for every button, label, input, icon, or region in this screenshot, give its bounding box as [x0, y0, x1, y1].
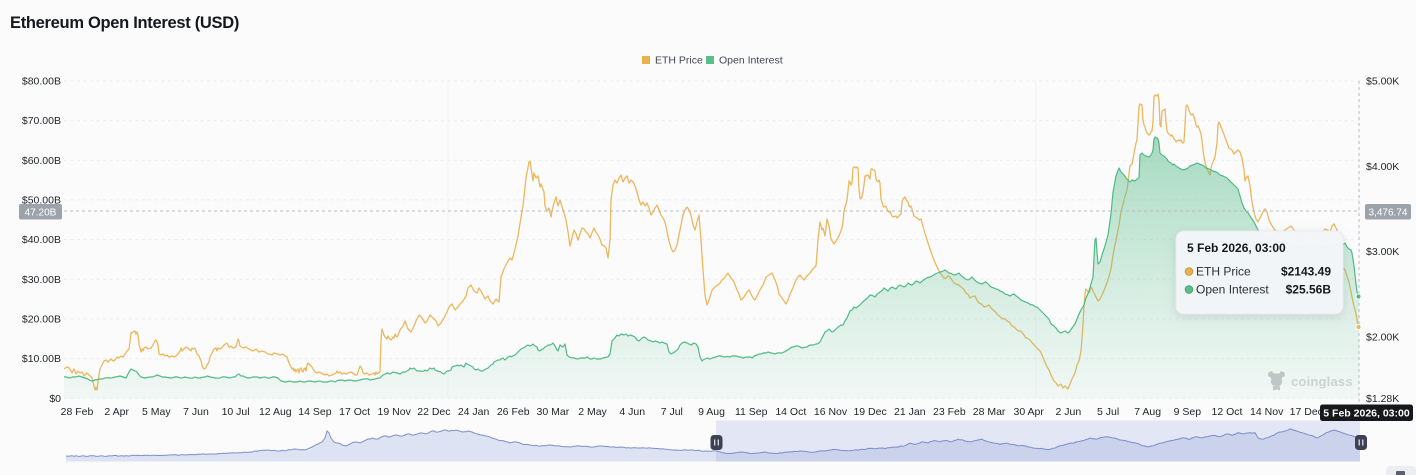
svg-text:$60.00B: $60.00B	[22, 155, 61, 167]
svg-text:26 Feb: 26 Feb	[497, 406, 530, 418]
svg-text:$2.00K: $2.00K	[1366, 331, 1399, 343]
svg-text:16 Nov: 16 Nov	[814, 406, 848, 418]
svg-text:14 Oct: 14 Oct	[775, 406, 806, 418]
svg-text:$1.28K: $1.28K	[1366, 393, 1399, 405]
svg-text:11 Sep: 11 Sep	[735, 406, 768, 418]
svg-text:3,476.74: 3,476.74	[1369, 208, 1408, 219]
svg-text:30 Apr: 30 Apr	[1014, 406, 1045, 418]
svg-text:5 Feb 2026, 03:00: 5 Feb 2026, 03:00	[1187, 241, 1286, 255]
svg-text:$2143.49: $2143.49	[1281, 265, 1331, 279]
svg-text:19 Dec: 19 Dec	[853, 406, 886, 418]
svg-text:2 Jun: 2 Jun	[1056, 406, 1082, 418]
svg-text:Open Interest: Open Interest	[1196, 283, 1269, 297]
svg-text:$5.00K: $5.00K	[1366, 76, 1399, 88]
svg-text:17 Dec: 17 Dec	[1290, 406, 1323, 418]
svg-text:17 Oct: 17 Oct	[339, 406, 370, 418]
svg-text:19 Nov: 19 Nov	[378, 406, 412, 418]
svg-text:24 Jan: 24 Jan	[458, 406, 490, 418]
svg-text:2 May: 2 May	[578, 406, 607, 418]
svg-text:21 Jan: 21 Jan	[894, 406, 926, 418]
svg-text:7 Jun: 7 Jun	[183, 406, 209, 418]
svg-text:$20.00B: $20.00B	[22, 314, 61, 326]
svg-text:$10.00B: $10.00B	[22, 353, 61, 365]
svg-text:ETH Price: ETH Price	[1196, 265, 1251, 279]
svg-text:7 Aug: 7 Aug	[1134, 406, 1161, 418]
svg-text:30 Mar: 30 Mar	[537, 406, 570, 418]
svg-text:12 Aug: 12 Aug	[259, 406, 292, 418]
svg-text:$0: $0	[49, 393, 61, 405]
svg-text:$4.00K: $4.00K	[1366, 161, 1399, 173]
svg-text:9 Sep: 9 Sep	[1174, 406, 1202, 418]
svg-text:coinglass: coinglass	[1291, 374, 1353, 389]
svg-text:12 Oct: 12 Oct	[1212, 406, 1243, 418]
svg-text:5 May: 5 May	[142, 406, 171, 418]
svg-text:22 Dec: 22 Dec	[417, 406, 450, 418]
svg-text:ETH Price: ETH Price	[655, 55, 703, 67]
svg-text:23 Feb: 23 Feb	[933, 406, 966, 418]
svg-text:Ethereum Open Interest (USD): Ethereum Open Interest (USD)	[10, 14, 239, 32]
svg-text:5 Feb 2026, 03:00: 5 Feb 2026, 03:00	[1323, 408, 1410, 420]
svg-text:$80.00B: $80.00B	[22, 76, 61, 88]
svg-text:14 Sep: 14 Sep	[298, 406, 331, 418]
svg-text:2 Apr: 2 Apr	[104, 406, 129, 418]
svg-text:14 Nov: 14 Nov	[1250, 406, 1284, 418]
svg-text:9 Aug: 9 Aug	[698, 406, 725, 418]
svg-text:$70.00B: $70.00B	[22, 115, 61, 127]
svg-text:47.20B: 47.20B	[25, 208, 57, 219]
svg-text:$50.00B: $50.00B	[22, 195, 61, 207]
svg-text:7 Jul: 7 Jul	[661, 406, 683, 418]
svg-text:$30.00B: $30.00B	[22, 274, 61, 286]
svg-text:28 Mar: 28 Mar	[973, 406, 1006, 418]
svg-text:4 Jun: 4 Jun	[619, 406, 645, 418]
svg-text:10 Jul: 10 Jul	[222, 406, 250, 418]
svg-text:28 Feb: 28 Feb	[61, 406, 94, 418]
svg-text:$25.56B: $25.56B	[1286, 283, 1332, 297]
svg-text:$3.00K: $3.00K	[1366, 246, 1399, 258]
svg-text:5 Jul: 5 Jul	[1097, 406, 1119, 418]
svg-text:$40.00B: $40.00B	[22, 234, 61, 246]
svg-text:Open Interest: Open Interest	[719, 55, 783, 67]
